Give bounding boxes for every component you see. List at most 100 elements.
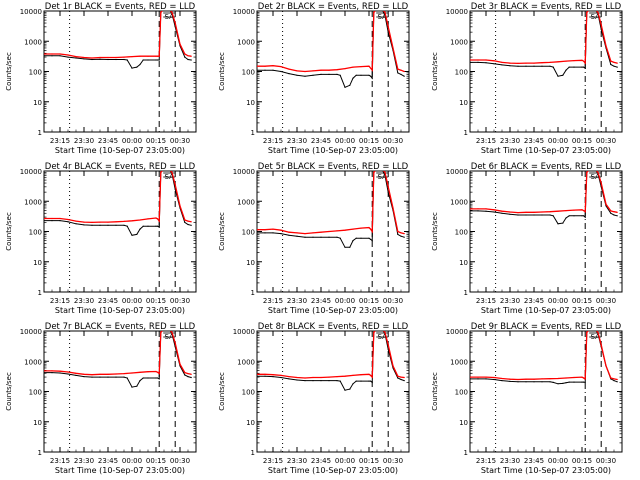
data-point-lld — [533, 378, 535, 380]
data-point-events — [360, 74, 362, 76]
y-tick-label: 10 — [33, 419, 42, 427]
data-point-events — [485, 62, 487, 64]
data-point-events — [187, 58, 189, 61]
data-point-lld — [304, 70, 306, 73]
data-point-events — [368, 74, 370, 76]
x-tick-label: 23:45 — [524, 457, 544, 465]
data-point-events — [44, 55, 45, 57]
data-point-events — [190, 59, 192, 61]
data-point-lld — [600, 344, 602, 346]
data-point-lld — [328, 376, 330, 378]
data-point-events — [296, 235, 298, 237]
data-point-lld — [360, 66, 362, 68]
y-tick-label: 10 — [33, 259, 42, 267]
data-point-events — [403, 380, 405, 382]
data-point-events — [403, 236, 405, 238]
data-point-events — [583, 66, 585, 68]
data-point-lld — [397, 68, 399, 70]
data-point-events — [312, 236, 314, 238]
x-tick-label: 23:30 — [500, 297, 520, 305]
y-tick-label: 10 — [459, 99, 468, 107]
data-point-events — [157, 377, 159, 379]
data-point-lld — [123, 220, 125, 222]
data-point-events — [257, 232, 258, 234]
data-point-lld — [67, 218, 69, 221]
data-point-lld — [139, 55, 141, 57]
data-point-lld — [368, 65, 370, 67]
data-point-lld — [171, 171, 173, 173]
data-point-events — [157, 59, 159, 61]
data-point-events — [552, 66, 554, 68]
data-point-lld — [557, 61, 559, 63]
data-point-lld — [373, 331, 375, 333]
data-point-events — [493, 211, 495, 213]
data-point-lld — [190, 221, 192, 223]
data-point-lld — [171, 331, 173, 333]
data-point-lld — [59, 370, 61, 372]
data-point-events — [131, 234, 133, 236]
data-point-lld — [533, 62, 535, 64]
data-point-lld — [392, 207, 394, 209]
data-point-lld — [597, 11, 599, 13]
y-tick-label: 1 — [38, 129, 42, 137]
data-point-events — [613, 65, 615, 67]
data-point-events — [610, 63, 612, 66]
data-point-lld — [352, 228, 354, 230]
saa-annotation: SA — [378, 173, 388, 181]
data-point-lld — [158, 55, 160, 57]
data-point-events — [470, 61, 471, 63]
data-point-lld — [67, 54, 69, 56]
data-point-lld — [541, 62, 543, 64]
plot-frame — [43, 330, 197, 453]
data-point-lld — [91, 374, 93, 376]
data-point-lld — [280, 374, 282, 376]
data-point-events — [184, 221, 186, 223]
data-point-lld — [501, 210, 503, 212]
data-point-lld — [371, 376, 373, 378]
data-point-lld — [184, 219, 186, 221]
data-point-events — [187, 223, 189, 226]
y-tick-label: 1 — [251, 449, 255, 457]
data-point-lld — [477, 208, 479, 210]
data-point-lld — [157, 371, 159, 373]
data-point-events — [501, 380, 503, 382]
y-tick-label: 10 — [246, 99, 255, 107]
data-point-events — [533, 65, 535, 67]
data-point-events — [123, 224, 125, 226]
data-point-lld — [541, 378, 543, 380]
data-point-events — [616, 66, 618, 68]
data-point-lld — [509, 62, 511, 64]
series-line-lld — [470, 331, 618, 381]
data-point-events — [562, 222, 564, 224]
y-tick-label: 1000 — [450, 198, 468, 206]
data-point-lld — [179, 363, 181, 365]
data-point-lld — [280, 229, 282, 231]
data-point-lld — [477, 376, 479, 378]
data-point-lld — [485, 208, 487, 210]
data-point-events — [616, 381, 618, 383]
data-point-lld — [352, 374, 354, 376]
y-tick-label: 1000 — [24, 198, 42, 206]
data-point-events — [584, 381, 586, 383]
data-point-lld — [344, 229, 346, 231]
x-tick-label: 23:45 — [311, 137, 331, 145]
series-line-lld — [257, 11, 405, 73]
chart-panel-4: Det 4r BLACK = Events, RED = LLD Counts/s… — [5, 162, 197, 315]
data-point-events — [562, 382, 564, 384]
x-tick-label: 23:45 — [98, 137, 118, 145]
y-axis-label: Counts/sec — [431, 52, 439, 91]
data-point-lld — [280, 66, 282, 68]
data-point-events — [136, 233, 138, 235]
data-point-events — [616, 215, 618, 217]
x-axis-label: Start Time (10-Sep-07 23:05:00) — [481, 146, 611, 155]
data-point-lld — [384, 171, 386, 173]
data-point-lld — [320, 69, 322, 71]
data-point-lld — [400, 232, 402, 234]
data-point-events — [355, 237, 357, 239]
y-tick-label: 1000 — [24, 358, 42, 366]
x-tick-label: 23:30 — [74, 297, 94, 305]
x-tick-label: 00:15 — [146, 137, 166, 145]
data-point-lld — [107, 373, 109, 375]
x-tick-label: 00:15 — [572, 297, 592, 305]
y-tick-label: 1000 — [237, 198, 255, 206]
